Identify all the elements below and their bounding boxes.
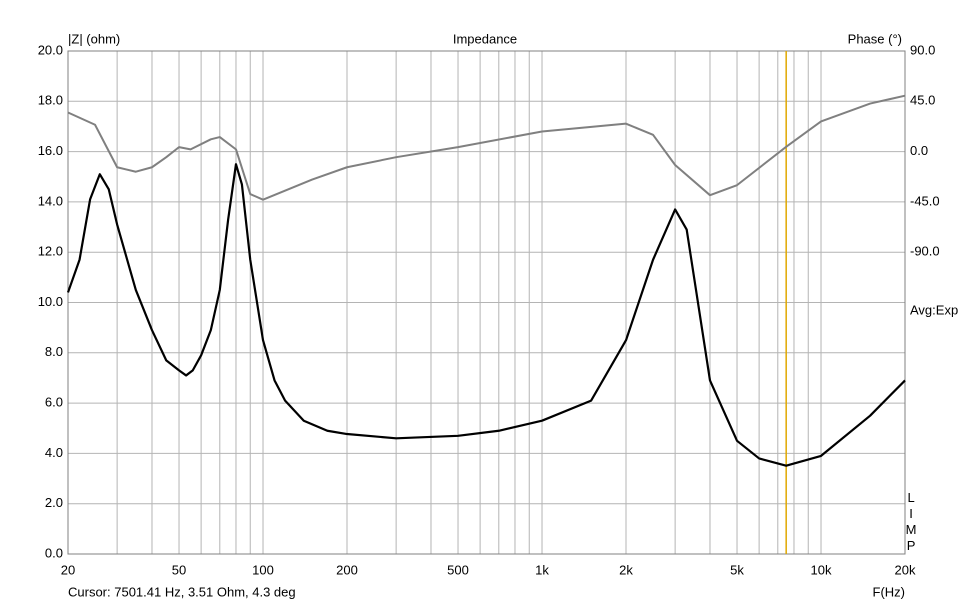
x-tick-label: 1k: [535, 562, 549, 577]
chart-title: Impedance: [453, 31, 517, 46]
y2-axis-label: Phase (°): [848, 31, 902, 46]
cursor-readout: Cursor: 7501.41 Hz, 3.51 Ohm, 4.3 deg: [68, 584, 296, 599]
plot-frame: [67, 50, 906, 555]
x-tick-label: 10k: [811, 562, 832, 577]
y-tick-label: 0.0: [45, 545, 63, 560]
x-tick-label: 20k: [895, 562, 916, 577]
x-tick-label: 5k: [730, 562, 744, 577]
y-tick-label: 2.0: [45, 495, 63, 510]
y-tick-label: 8.0: [45, 344, 63, 359]
y-tick-label: 20.0: [38, 42, 63, 57]
x-tick-label: 200: [336, 562, 358, 577]
y-tick-label: 12.0: [38, 244, 63, 259]
x-tick-label: 100: [252, 562, 274, 577]
y-tick-label: 16.0: [38, 143, 63, 158]
y2-tick-label: -45.0: [910, 193, 940, 208]
y2-tick-label: 45.0: [910, 93, 935, 108]
y-tick-label: 10.0: [38, 294, 63, 309]
y-tick-label: 18.0: [38, 93, 63, 108]
series-line: [67, 94, 906, 201]
y2-tick-label: 0.0: [910, 143, 928, 158]
series-line: [66, 163, 906, 467]
x-tick-label: 20: [61, 562, 75, 577]
y-axis-label: |Z| (ohm): [68, 31, 120, 46]
averaging-label: Avg:Exp: [910, 302, 958, 317]
app-label: LIMP: [904, 490, 919, 554]
x-axis-label: F(Hz): [873, 584, 906, 599]
y2-tick-label: 90.0: [910, 42, 935, 57]
y2-tick-label: -90.0: [910, 244, 940, 259]
y-tick-label: 4.0: [45, 445, 63, 460]
x-tick-label: 2k: [619, 562, 633, 577]
x-tick-label: 50: [172, 562, 186, 577]
y-tick-label: 14.0: [38, 193, 63, 208]
x-tick-label: 500: [447, 562, 469, 577]
y-tick-label: 6.0: [45, 395, 63, 410]
